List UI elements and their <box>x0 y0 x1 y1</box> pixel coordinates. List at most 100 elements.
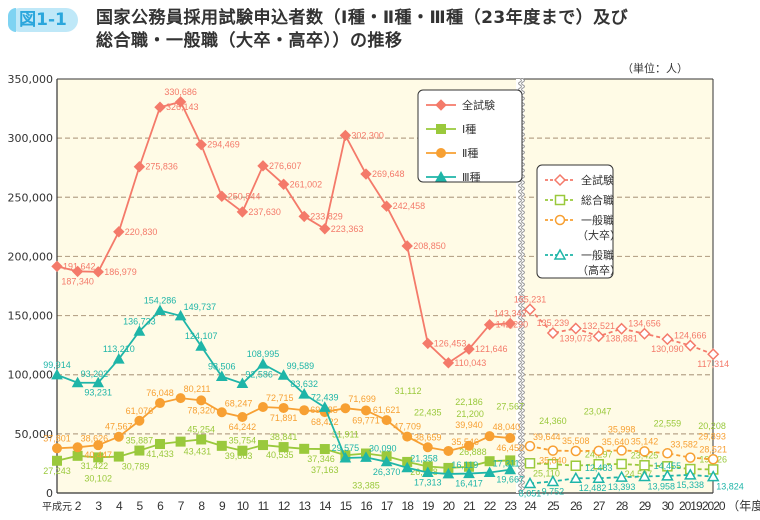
data-label: 20,208 <box>698 421 726 431</box>
data-point <box>524 458 536 469</box>
series-right-0: 155,231 135,239 139,073 132,521 138,881 134,6… <box>514 294 729 369</box>
data-label: 21,200 <box>456 409 484 419</box>
data-point <box>569 322 582 335</box>
data-point <box>299 443 310 454</box>
data-label: 29,893 <box>698 432 726 442</box>
data-point <box>639 460 650 471</box>
legend-label: 一般職 <box>581 214 614 227</box>
x-tick-label: 30 <box>662 499 675 513</box>
data-point <box>195 138 207 151</box>
data-point <box>134 445 145 456</box>
data-label: 27,243 <box>43 466 71 476</box>
x-tick-label: 17 <box>381 499 394 513</box>
y-tick-label: 250,000 <box>8 191 54 204</box>
data-label: 12,483 <box>585 463 613 473</box>
data-point <box>92 266 104 278</box>
data-label: 61,621 <box>373 405 401 415</box>
data-label: 139,073 <box>560 333 593 343</box>
data-point <box>133 161 146 173</box>
data-label: 33,582 <box>670 439 698 449</box>
data-point <box>299 405 310 416</box>
data-label: 26,888 <box>459 447 487 457</box>
data-point <box>257 160 269 172</box>
data-label: 78,320 <box>187 405 215 415</box>
data-point <box>154 304 166 316</box>
data-label: 71,699 <box>348 394 376 404</box>
data-point <box>615 470 628 482</box>
data-label: 22,435 <box>414 407 442 417</box>
data-point <box>401 461 414 473</box>
data-label: 83,632 <box>290 379 318 389</box>
data-point <box>484 456 495 467</box>
data-point <box>547 458 559 470</box>
data-label: 143,342 <box>494 308 527 318</box>
data-point <box>639 446 650 457</box>
data-label: 40,535 <box>266 450 294 460</box>
data-point <box>570 460 582 471</box>
data-point <box>236 377 249 388</box>
data-point <box>72 450 83 461</box>
data-point <box>523 303 537 316</box>
data-label: 35,142 <box>631 436 659 446</box>
x-tick-label: 8 <box>198 499 205 513</box>
data-label: 117,314 <box>697 359 729 369</box>
data-label: 37,346 <box>307 454 335 464</box>
data-label: 269,648 <box>372 169 405 179</box>
data-point <box>638 469 651 482</box>
data-point <box>504 317 516 330</box>
data-label: 22,559 <box>654 418 682 428</box>
data-point <box>134 415 145 426</box>
data-label: 37,801 <box>43 433 71 443</box>
x-tick-label: 4 <box>116 499 123 513</box>
data-label: 35,840 <box>539 456 567 466</box>
data-point <box>360 451 372 462</box>
data-point <box>237 445 248 456</box>
data-label: 149,737 <box>184 302 217 312</box>
data-label: 134,656 <box>628 319 661 329</box>
data-label: 16,417 <box>455 479 483 489</box>
data-point <box>216 190 228 202</box>
data-label: 80,211 <box>184 384 211 394</box>
data-label: 35,754 <box>229 436 257 446</box>
data-point <box>706 470 720 482</box>
data-point <box>93 452 104 463</box>
x-tick-label: 13 <box>299 499 312 513</box>
y-tick-label: 200,000 <box>8 250 54 263</box>
data-point <box>236 206 249 218</box>
series-left-3: 99,914 93,202 93,231 113,210 136,733 154,286 1… <box>43 296 524 489</box>
data-point <box>175 393 186 404</box>
data-point <box>483 318 496 331</box>
data-label: 276,607 <box>269 161 302 171</box>
legend-marker <box>436 148 446 158</box>
data-label: 31,911 <box>332 429 359 439</box>
data-label: 93,231 <box>84 388 112 398</box>
data-point <box>442 357 455 369</box>
data-point <box>237 412 248 423</box>
data-label: 99,914 <box>43 360 71 370</box>
data-label: 138,881 <box>605 334 638 344</box>
data-point <box>464 440 474 451</box>
y-tick-label: 300,000 <box>8 132 54 145</box>
data-point <box>685 452 696 463</box>
y-tick-label: 0 <box>46 487 53 500</box>
data-label: 24,507 <box>625 469 653 479</box>
data-label: 326,143 <box>166 102 199 112</box>
data-label: 71,891 <box>270 413 298 423</box>
data-point <box>547 445 559 456</box>
data-point <box>616 458 627 470</box>
data-point <box>215 370 228 381</box>
data-point <box>523 476 537 489</box>
data-label: 9,752 <box>542 486 565 496</box>
data-label: 330,686 <box>164 87 197 97</box>
data-point <box>113 226 125 238</box>
data-label: 43,431 <box>184 447 212 457</box>
data-point <box>684 468 697 480</box>
data-point <box>51 368 63 380</box>
data-point <box>483 466 496 478</box>
data-point <box>175 436 186 447</box>
data-label: 39,644 <box>533 432 561 442</box>
data-point <box>52 455 62 466</box>
data-point <box>401 240 413 252</box>
data-point <box>278 442 289 453</box>
data-point <box>593 445 604 457</box>
